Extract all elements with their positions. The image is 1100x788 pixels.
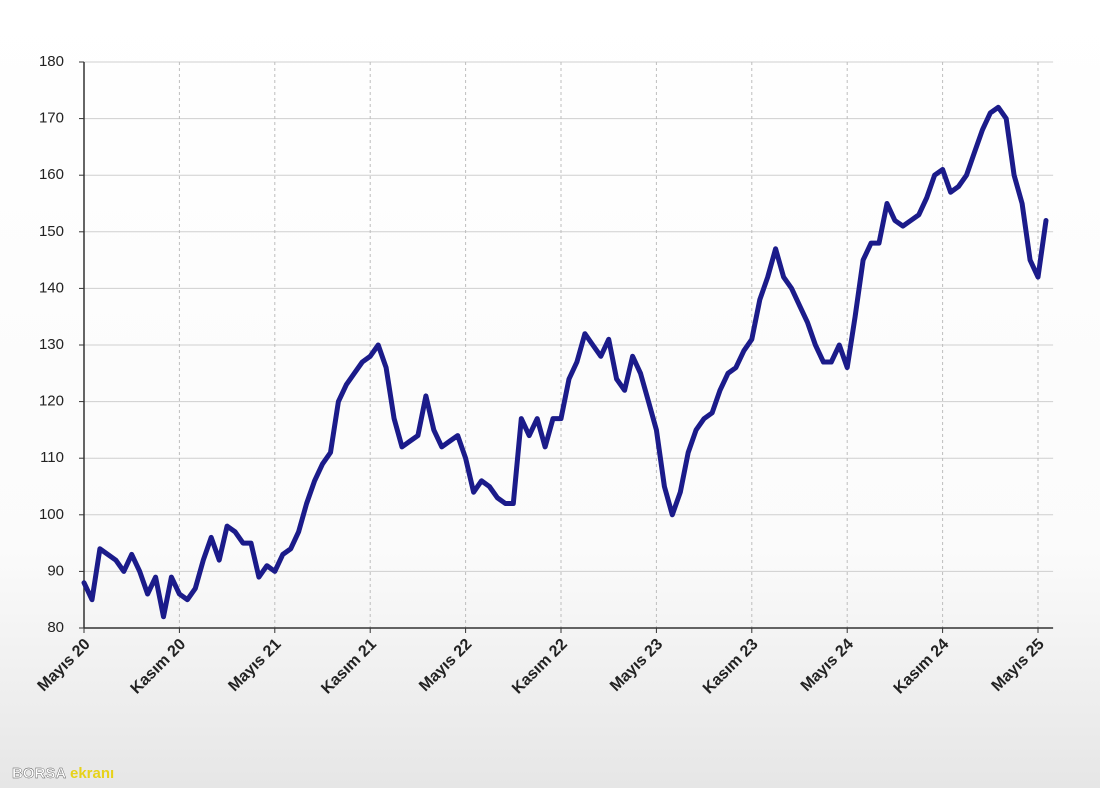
y-tick-label: 130 xyxy=(39,336,64,353)
y-tick-label: 120 xyxy=(39,393,64,410)
y-tick-label: 90 xyxy=(47,562,64,579)
watermark: BORSA ekranı xyxy=(12,765,114,782)
y-tick-label: 170 xyxy=(39,110,64,127)
data-line xyxy=(81,104,1049,620)
y-tick-label: 80 xyxy=(47,619,64,636)
watermark-suffix: ekranı xyxy=(70,765,114,782)
y-tick-label: 160 xyxy=(39,166,64,183)
watermark-brand: BORSA xyxy=(12,765,66,782)
y-tick-label: 140 xyxy=(39,279,64,296)
y-tick-label: 110 xyxy=(40,449,64,466)
y-tick-label: 100 xyxy=(39,506,64,523)
y-tick-label: 180 xyxy=(39,53,64,70)
y-tick-label: 150 xyxy=(39,223,64,240)
